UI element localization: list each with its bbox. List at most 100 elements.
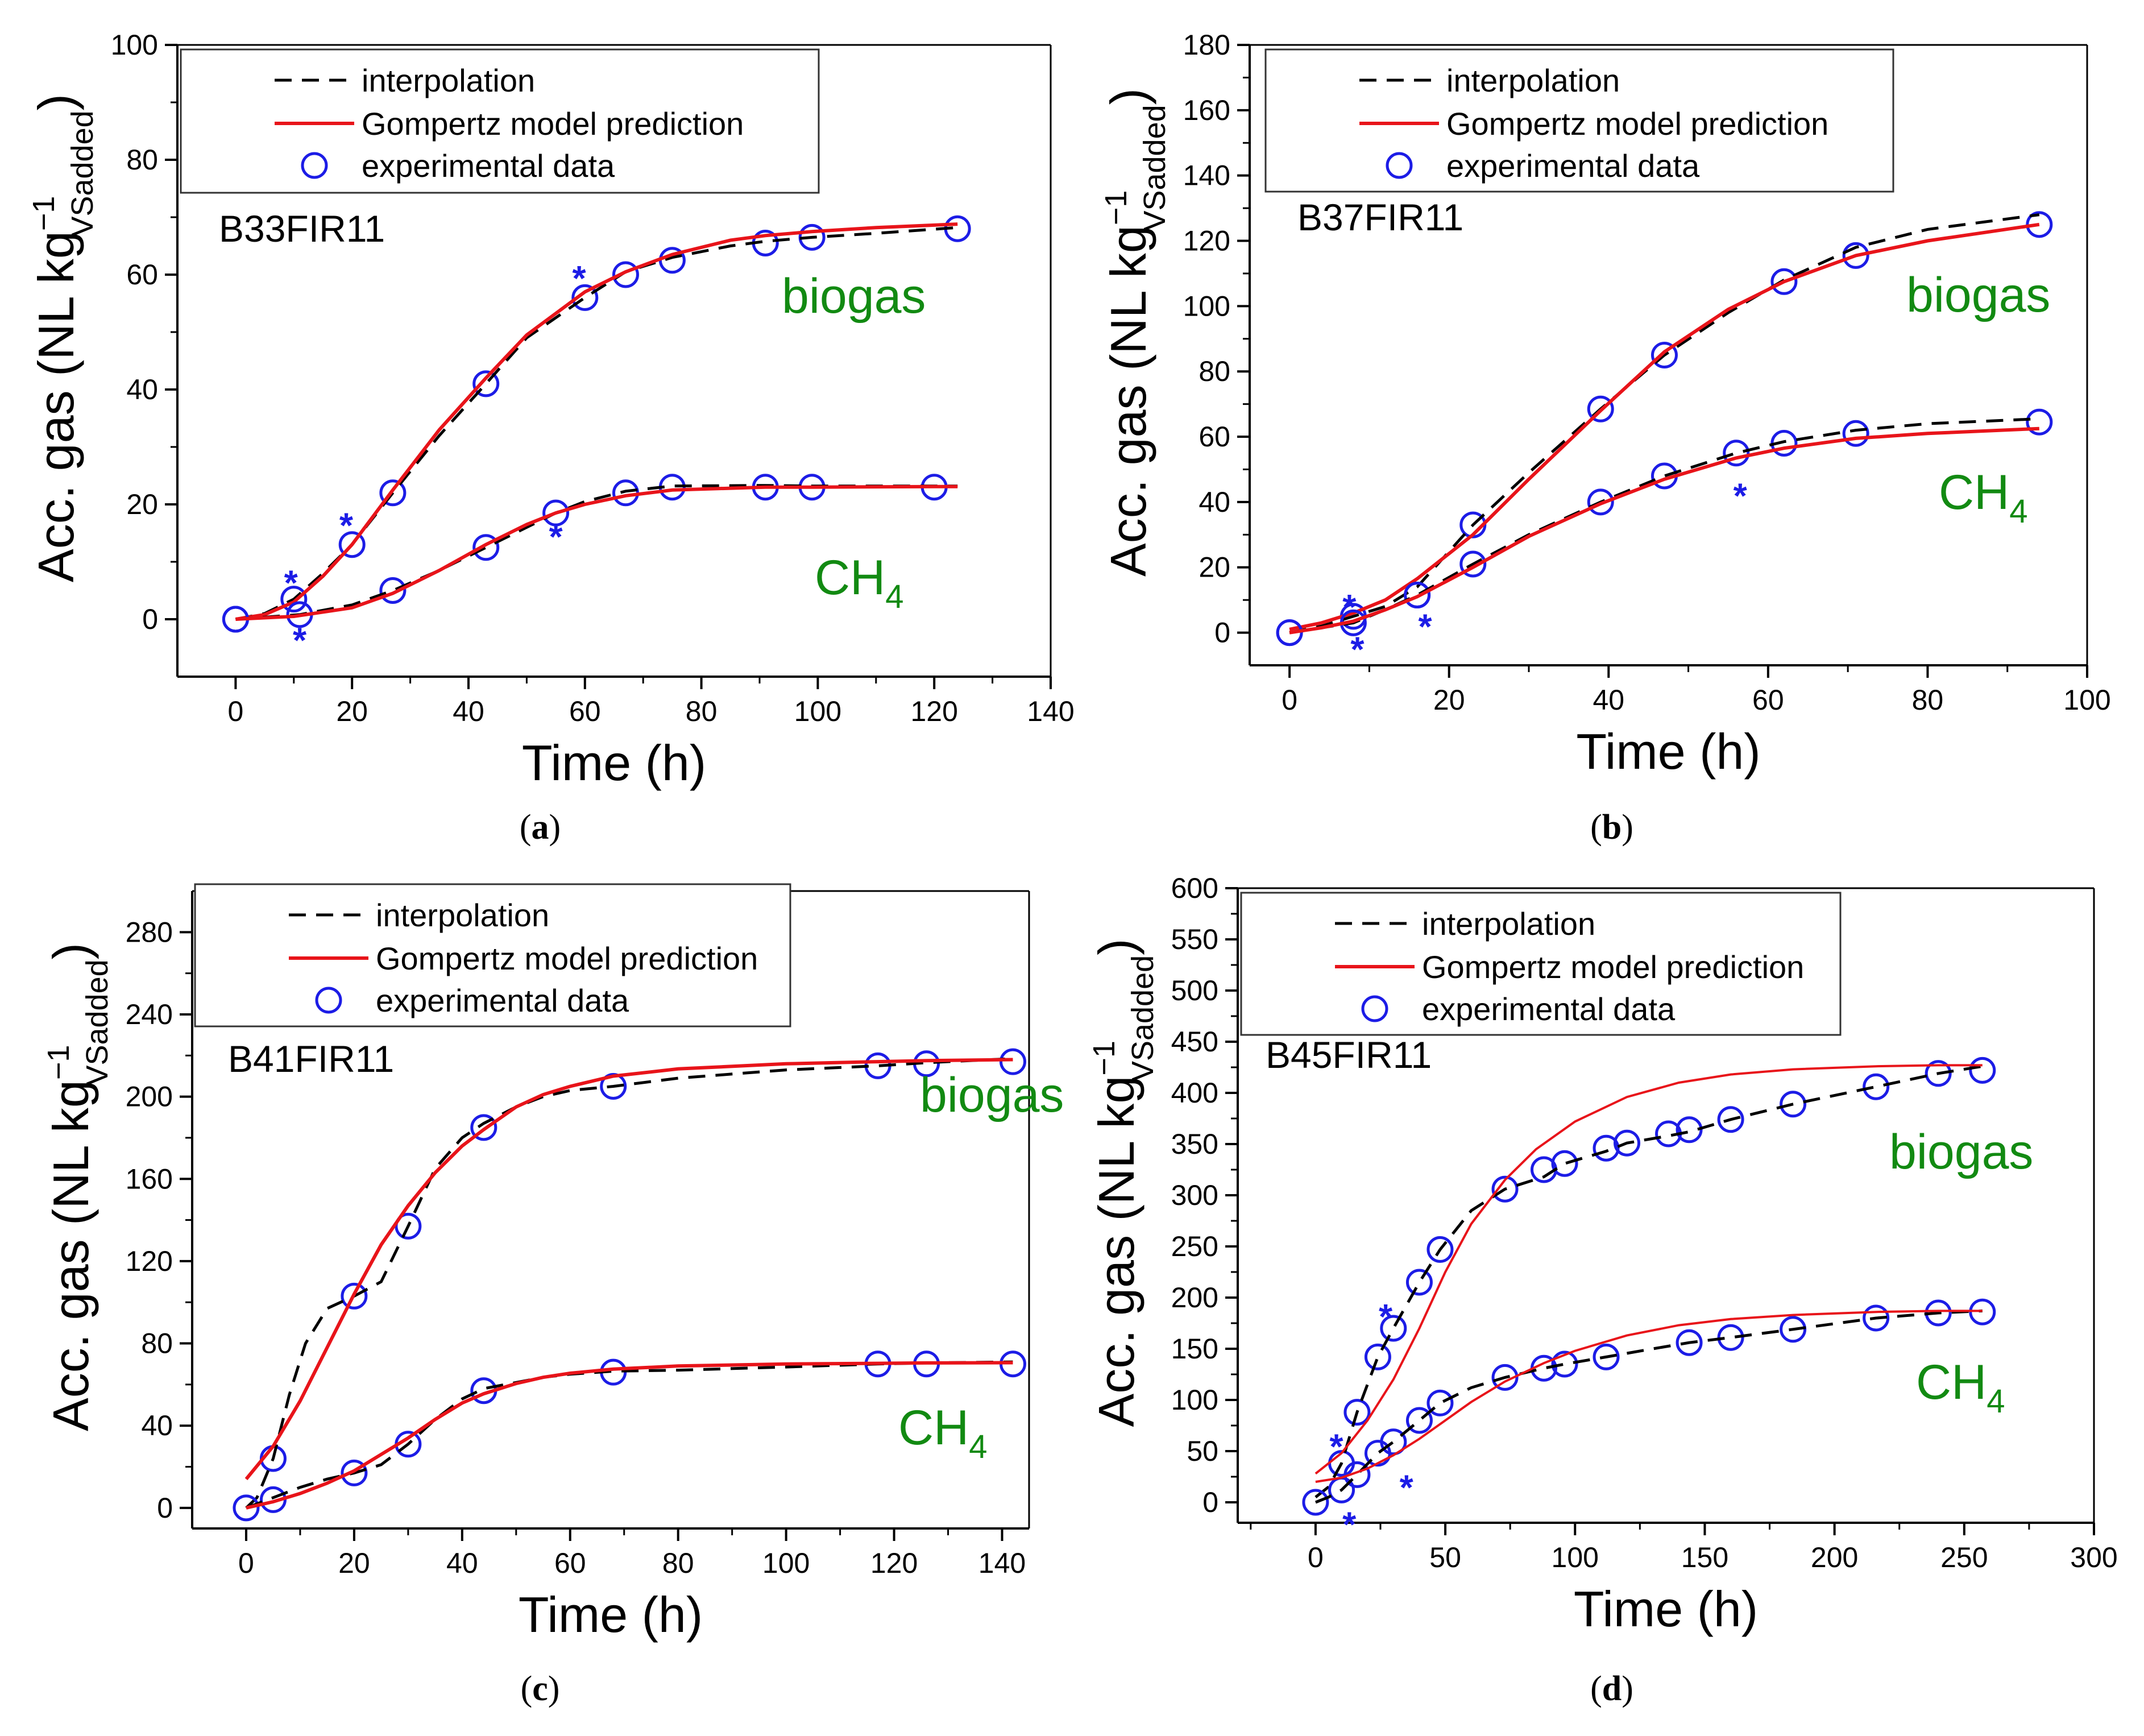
data-point [1863,1304,1890,1332]
y-tick-label: 160 [1183,94,1230,126]
legend-experimental-swatch [1386,152,1413,179]
data-point [612,261,639,288]
data-point [571,284,599,311]
significance-star: * [1379,1298,1393,1337]
x-tick-label: 80 [686,695,718,727]
ch4-annotation: CH4 [898,1401,987,1465]
biogas-annotation: biogas [1889,1125,2033,1179]
data-point [280,586,308,613]
data-point [1491,1175,1519,1203]
y-tick-label: 60 [126,259,158,291]
significance-star: * [293,621,307,660]
data-point [1364,1343,1391,1370]
y-tick-label: 40 [1199,486,1230,518]
legend-interpolation-label: interpolation [362,63,535,98]
legend-experimental-label: experimental data [362,148,615,184]
x-tick-label: 200 [1811,1542,1858,1573]
data-point [1000,1048,1027,1075]
y-tick-label: 250 [1171,1230,1218,1262]
data-point [233,1494,260,1522]
data-point [2026,408,2053,436]
legend-experimental-label: experimental data [1422,991,1676,1027]
legend [1264,48,1894,193]
data-point [472,534,500,561]
data-point [395,1212,422,1240]
data-point [341,1282,368,1310]
y-tick-label: 200 [1171,1282,1218,1314]
y-tick-label: 350 [1171,1128,1218,1160]
x-tick-label: 150 [1681,1542,1728,1573]
data-point [379,577,407,604]
biogas-annotation: biogas [920,1068,1064,1122]
x-tick-label: 100 [1552,1542,1599,1573]
y-tick-label: 0 [157,1492,173,1524]
sample-label: B45FIR11 [1266,1034,1432,1076]
panel-b: 0 20 40 60 80 100 120 140 160 180 0 20 40 60 80 100 Time… [1099,29,2111,847]
interpolation-line [246,1360,1013,1510]
data-point [379,479,407,507]
gompertz-line [1289,426,2039,635]
y-tick-label: 300 [1171,1179,1218,1211]
gompertz-line [246,1361,1013,1510]
y-tick-label: 20 [126,488,158,520]
legend-experimental-label: experimental data [1446,148,1700,184]
data-point [338,531,366,558]
y-tick-label: 100 [1171,1384,1218,1416]
legend-interpolation-label: interpolation [376,897,549,933]
y-tick-label: 40 [141,1410,173,1441]
x-axis-title: Time (h) [1574,1581,1758,1637]
significance-star: * [572,259,586,299]
significance-star: * [1400,1469,1414,1508]
x-tick-label: 20 [1433,684,1465,716]
data-point [1717,1106,1744,1133]
legend-gompertz-label: Gompertz model prediction [376,940,758,976]
data-point [1969,1056,1996,1084]
x-tick-label: 250 [1940,1542,1988,1573]
data-point [1925,1060,1952,1087]
y-tick-label: 80 [141,1328,173,1360]
data-point [1770,268,1798,295]
x-tick-label: 140 [1027,695,1074,727]
panel-c: 0 40 80 120 160 200 240 280 0 20 40 60 80 100 120 140 Ti… [42,883,1064,1708]
y-axis-title: Acc. gas (NL kg−1 VSadded) [1087,939,1160,1427]
x-axis-title: Time (h) [519,1586,703,1643]
interpolation-line [1289,417,2039,635]
data-point [1426,1389,1454,1416]
data-point [1717,1324,1744,1351]
sample-label: B33FIR11 [219,208,385,250]
data-point [470,1114,497,1141]
data-point [2026,211,2053,238]
data-point [1587,488,1614,516]
x-tick-label: 120 [910,695,957,727]
data-point [1842,242,1869,269]
gompertz-line [1314,1064,1983,1475]
gompertz-line [1315,1310,1983,1483]
significance-star: * [1342,1505,1357,1544]
y-tick-label: 450 [1171,1026,1218,1058]
y-tick-label: 50 [1187,1435,1218,1467]
data-point [1405,1269,1433,1296]
panel-a: 0 20 40 60 80 100 0 20 40 60 80 100 120 140 Time (h) Ac… [27,29,1075,847]
legend-gompertz-label: Gompertz model prediction [1422,949,1804,985]
data-point [1551,1350,1578,1378]
y-tick-label: 80 [1199,355,1230,387]
y-tick-label: 120 [1183,225,1230,257]
y-tick-label: 0 [1214,617,1230,649]
data-point [1676,1329,1703,1356]
panel-caption: (b) [1590,808,1633,847]
y-tick-label: 40 [126,374,158,405]
biogas-annotation: biogas [1906,268,2050,322]
data-point [1404,582,1431,609]
interpolation-line [1314,1064,1983,1498]
y-tick-label: 180 [1183,29,1230,61]
data-point [1380,1315,1407,1342]
x-tick-label: 20 [336,695,368,727]
data-point [1405,1407,1433,1434]
panel-caption: (a) [520,808,561,847]
data-point [612,479,639,507]
data-point [1593,1134,1620,1162]
x-tick-label: 60 [554,1547,586,1579]
ch4-annotation: CH4 [815,550,903,615]
interpolation-line [1289,213,2040,635]
